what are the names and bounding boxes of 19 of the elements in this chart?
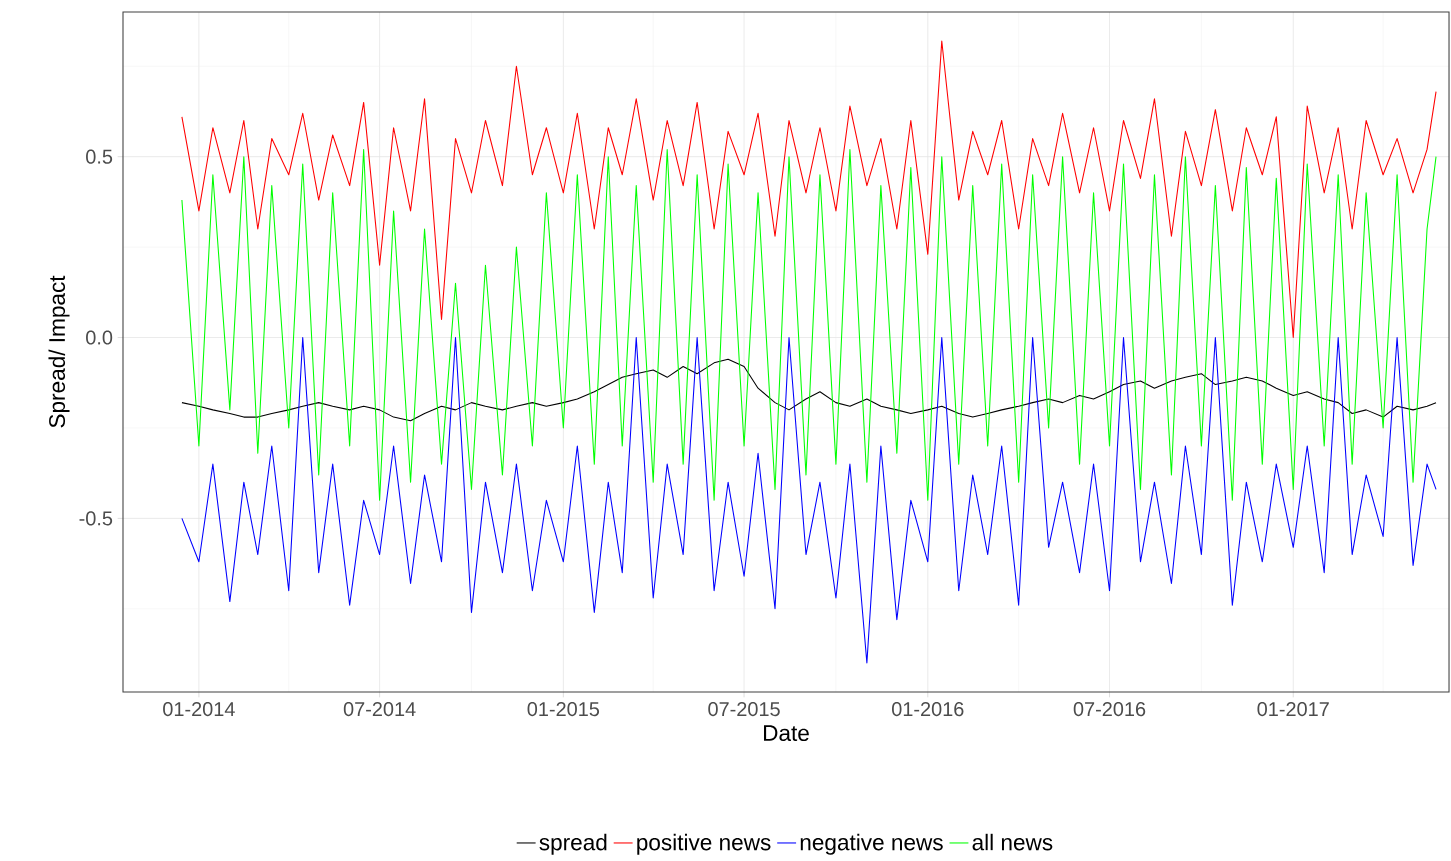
x-tick-label: 07-2014 xyxy=(343,702,416,717)
y-tick-label: -0.5 xyxy=(79,511,113,526)
y-tick-label: 0.5 xyxy=(86,149,113,164)
y-axis-title: Spread/ Impact xyxy=(48,275,70,428)
x-axis-title: Date xyxy=(764,725,809,742)
line-series xyxy=(181,40,1437,339)
x-tick-label: 07-2016 xyxy=(1073,702,1146,717)
legend-label: all news xyxy=(972,833,1053,851)
legend-label: positive news xyxy=(637,833,771,855)
x-tick-label: 01-2015 xyxy=(527,702,600,717)
legend-label: spread xyxy=(539,833,607,855)
y-tick-label: 0.0 xyxy=(86,330,113,345)
x-tick-label: 01-2014 xyxy=(163,702,235,717)
x-tick-label: 07-2015 xyxy=(708,702,780,717)
x-tick-label: 01-2017 xyxy=(1257,702,1329,717)
x-tick-label: 01-2016 xyxy=(892,702,964,717)
line-series xyxy=(181,337,1437,664)
legend-label: negative news xyxy=(800,833,943,855)
line-series xyxy=(181,148,1437,501)
